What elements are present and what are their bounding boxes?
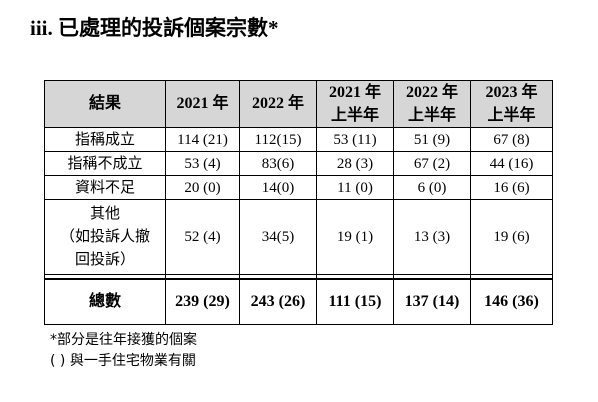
table-cell: 51 (9) [393,127,471,152]
table-cell: 239 (29) [165,278,240,325]
row-label: 指稱不成立 [44,151,166,176]
table-row-substantiated: 指稱成立 114 (21) 112(15) 53 (11) 51 (9) 67 … [44,127,553,152]
header-row: 結果 2021 年 2022 年 2021 年上半年 2022 年上半年 202… [44,80,553,128]
row-label: 總數 [44,278,166,325]
table-row-total: 總數 239 (29) 243 (26) 111 (15) 137 (14) 1… [44,278,553,325]
table-cell: 146 (36) [470,278,553,325]
table-cell: 6 (0) [393,175,471,200]
footnote-first-hand: ( ) 與一手住宅物業有關 [50,353,196,369]
row-label: 資料不足 [44,175,166,200]
footnote-prior-year: *部分是往年接獲的個案 [50,332,197,348]
row-label: 其他 （如投訴人撤 回投訴） [44,199,166,275]
header-2022-h1: 2022 年上半年 [393,80,471,128]
table-cell: 112(15) [239,127,317,152]
table-cell: 53 (11) [316,127,394,152]
row-label: 指稱成立 [44,127,166,152]
table-cell: 11 (0) [316,175,394,200]
table-row-unsubstantiated: 指稱不成立 53 (4) 83(6) 28 (3) 67 (2) 44 (16) [44,151,553,176]
header-2023-h1: 2023 年上半年 [470,80,553,128]
table-cell: 34(5) [239,199,317,275]
section-title: iii. 已處理的投訴個案宗數* [30,16,279,40]
footnotes: *部分是往年接獲的個案 ( ) 與一手住宅物業有關 [50,330,197,372]
table-cell: 243 (26) [239,278,317,325]
table-cell: 67 (8) [470,127,553,152]
complaints-table: 結果 2021 年 2022 年 2021 年上半年 2022 年上半年 202… [44,80,553,325]
table-cell: 83(6) [239,151,317,176]
table-row-insufficient-info: 資料不足 20 (0) 14(0) 11 (0) 6 (0) 16 (6) [44,175,553,200]
header-2021: 2021 年 [165,80,240,128]
table-cell: 19 (6) [470,199,553,275]
header-2021-h1: 2021 年上半年 [316,80,394,128]
table-cell: 20 (0) [165,175,240,200]
table-cell: 28 (3) [316,151,394,176]
table-cell: 111 (15) [316,278,394,325]
table-row-others: 其他 （如投訴人撤 回投訴） 52 (4) 34(5) 19 (1) 13 (3) … [44,199,553,275]
table-cell: 137 (14) [393,278,471,325]
table-cell: 67 (2) [393,151,471,176]
table-cell: 52 (4) [165,199,240,275]
table-cell: 114 (21) [165,127,240,152]
table-cell: 13 (3) [393,199,471,275]
header-result: 結果 [44,80,166,128]
header-2022: 2022 年 [239,80,317,128]
table-cell: 14(0) [239,175,317,200]
table-cell: 19 (1) [316,199,394,275]
table-cell: 53 (4) [165,151,240,176]
table-cell: 44 (16) [470,151,553,176]
table-cell: 16 (6) [470,175,553,200]
